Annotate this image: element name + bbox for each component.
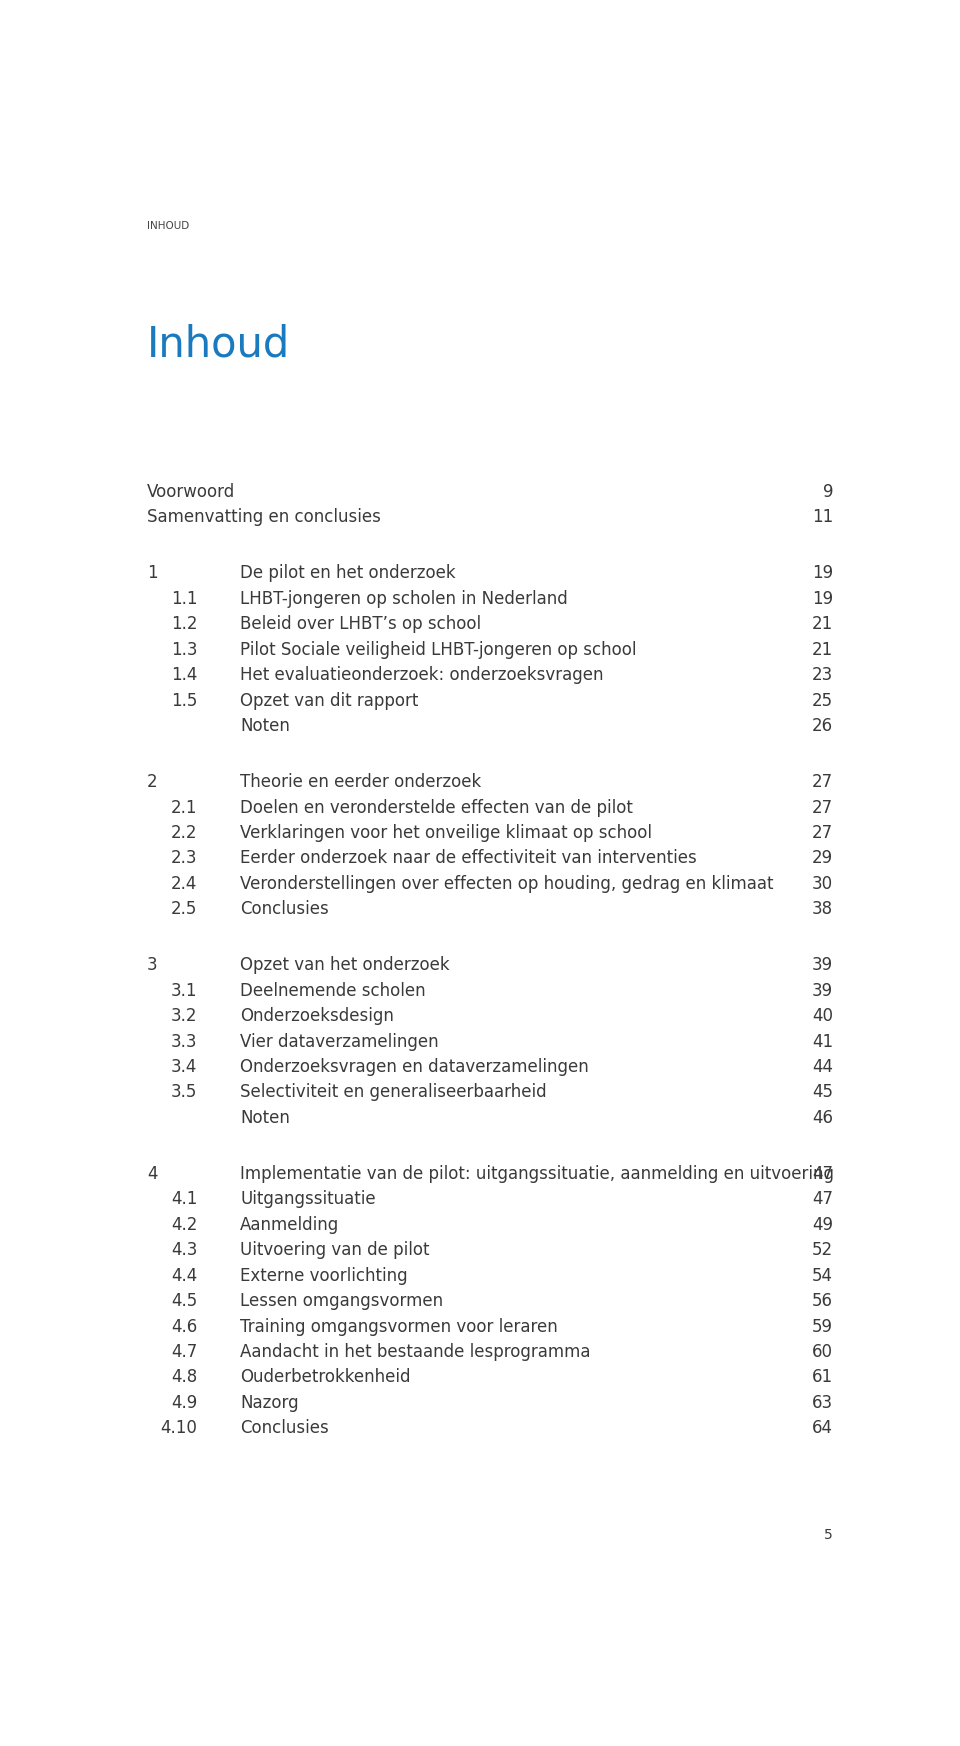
Text: 4.2: 4.2 — [171, 1215, 198, 1234]
Text: Opzet van dit rapport: Opzet van dit rapport — [240, 691, 419, 709]
Text: 39: 39 — [812, 957, 833, 974]
Text: 21: 21 — [812, 615, 833, 634]
Text: 39: 39 — [812, 981, 833, 1000]
Text: 56: 56 — [812, 1292, 833, 1310]
Text: 1: 1 — [147, 564, 157, 583]
Text: 3: 3 — [147, 957, 157, 974]
Text: 2.5: 2.5 — [171, 901, 198, 918]
Text: 25: 25 — [812, 691, 833, 709]
Text: Ouderbetrokkenheid: Ouderbetrokkenheid — [240, 1369, 411, 1386]
Text: 2.1: 2.1 — [171, 798, 198, 817]
Text: Lessen omgangsvormen: Lessen omgangsvormen — [240, 1292, 444, 1310]
Text: Voorwoord: Voorwoord — [147, 484, 235, 501]
Text: 29: 29 — [812, 849, 833, 868]
Text: Onderzoeksvragen en dataverzamelingen: Onderzoeksvragen en dataverzamelingen — [240, 1058, 588, 1076]
Text: Conclusies: Conclusies — [240, 901, 329, 918]
Text: Samenvatting en conclusies: Samenvatting en conclusies — [147, 508, 381, 526]
Text: 19: 19 — [812, 590, 833, 608]
Text: 45: 45 — [812, 1084, 833, 1102]
Text: Noten: Noten — [240, 718, 290, 735]
Text: Implementatie van de pilot: uitgangssituatie, aanmelding en uitvoering: Implementatie van de pilot: uitgangssitu… — [240, 1165, 834, 1184]
Text: Externe voorlichting: Externe voorlichting — [240, 1268, 408, 1285]
Text: 4.1: 4.1 — [171, 1191, 198, 1208]
Text: 3.1: 3.1 — [171, 981, 198, 1000]
Text: Eerder onderzoek naar de effectiviteit van interventies: Eerder onderzoek naar de effectiviteit v… — [240, 849, 697, 868]
Text: Onderzoeksdesign: Onderzoeksdesign — [240, 1007, 394, 1025]
Text: 63: 63 — [812, 1393, 833, 1413]
Text: Theorie en eerder onderzoek: Theorie en eerder onderzoek — [240, 773, 481, 791]
Text: 44: 44 — [812, 1058, 833, 1076]
Text: Training omgangsvormen voor leraren: Training omgangsvormen voor leraren — [240, 1318, 558, 1336]
Text: 4.4: 4.4 — [171, 1268, 198, 1285]
Text: 54: 54 — [812, 1268, 833, 1285]
Text: 27: 27 — [812, 824, 833, 842]
Text: 1.3: 1.3 — [171, 641, 198, 658]
Text: LHBT-jongeren op scholen in Nederland: LHBT-jongeren op scholen in Nederland — [240, 590, 568, 608]
Text: 49: 49 — [812, 1215, 833, 1234]
Text: Veronderstellingen over effecten op houding, gedrag en klimaat: Veronderstellingen over effecten op houd… — [240, 875, 774, 892]
Text: Aandacht in het bestaande lesprogramma: Aandacht in het bestaande lesprogramma — [240, 1343, 590, 1360]
Text: INHOUD: INHOUD — [147, 222, 189, 230]
Text: 2.4: 2.4 — [171, 875, 198, 892]
Text: De pilot en het onderzoek: De pilot en het onderzoek — [240, 564, 456, 583]
Text: 40: 40 — [812, 1007, 833, 1025]
Text: 5: 5 — [825, 1528, 833, 1542]
Text: Opzet van het onderzoek: Opzet van het onderzoek — [240, 957, 449, 974]
Text: 26: 26 — [812, 718, 833, 735]
Text: 4.10: 4.10 — [160, 1419, 198, 1437]
Text: Deelnemende scholen: Deelnemende scholen — [240, 981, 425, 1000]
Text: 27: 27 — [812, 798, 833, 817]
Text: 3.3: 3.3 — [171, 1032, 198, 1051]
Text: 46: 46 — [812, 1109, 833, 1126]
Text: 23: 23 — [812, 667, 833, 684]
Text: 2: 2 — [147, 773, 157, 791]
Text: Uitvoering van de pilot: Uitvoering van de pilot — [240, 1241, 430, 1259]
Text: 4.5: 4.5 — [171, 1292, 198, 1310]
Text: 41: 41 — [812, 1032, 833, 1051]
Text: Nazorg: Nazorg — [240, 1393, 299, 1413]
Text: Conclusies: Conclusies — [240, 1419, 329, 1437]
Text: 60: 60 — [812, 1343, 833, 1360]
Text: 4.6: 4.6 — [171, 1318, 198, 1336]
Text: 9: 9 — [823, 484, 833, 501]
Text: 2.2: 2.2 — [171, 824, 198, 842]
Text: Verklaringen voor het onveilige klimaat op school: Verklaringen voor het onveilige klimaat … — [240, 824, 652, 842]
Text: 47: 47 — [812, 1191, 833, 1208]
Text: 1.1: 1.1 — [171, 590, 198, 608]
Text: Het evaluatieonderzoek: onderzoeksvragen: Het evaluatieonderzoek: onderzoeksvragen — [240, 667, 604, 684]
Text: 1.2: 1.2 — [171, 615, 198, 634]
Text: 11: 11 — [812, 508, 833, 526]
Text: Pilot Sociale veiligheid LHBT-jongeren op school: Pilot Sociale veiligheid LHBT-jongeren o… — [240, 641, 636, 658]
Text: Noten: Noten — [240, 1109, 290, 1126]
Text: 59: 59 — [812, 1318, 833, 1336]
Text: 4.8: 4.8 — [171, 1369, 198, 1386]
Text: Uitgangssituatie: Uitgangssituatie — [240, 1191, 375, 1208]
Text: 27: 27 — [812, 773, 833, 791]
Text: 3.5: 3.5 — [171, 1084, 198, 1102]
Text: 52: 52 — [812, 1241, 833, 1259]
Text: 47: 47 — [812, 1165, 833, 1184]
Text: Selectiviteit en generaliseerbaarheid: Selectiviteit en generaliseerbaarheid — [240, 1084, 547, 1102]
Text: 61: 61 — [812, 1369, 833, 1386]
Text: 4: 4 — [147, 1165, 157, 1184]
Text: 3.2: 3.2 — [171, 1007, 198, 1025]
Text: 64: 64 — [812, 1419, 833, 1437]
Text: 4.3: 4.3 — [171, 1241, 198, 1259]
Text: Aanmelding: Aanmelding — [240, 1215, 340, 1234]
Text: Inhoud: Inhoud — [147, 323, 290, 365]
Text: 19: 19 — [812, 564, 833, 583]
Text: 3.4: 3.4 — [171, 1058, 198, 1076]
Text: 4.7: 4.7 — [171, 1343, 198, 1360]
Text: Doelen en veronderstelde effecten van de pilot: Doelen en veronderstelde effecten van de… — [240, 798, 633, 817]
Text: 21: 21 — [812, 641, 833, 658]
Text: Beleid over LHBT’s op school: Beleid over LHBT’s op school — [240, 615, 481, 634]
Text: 38: 38 — [812, 901, 833, 918]
Text: 1.4: 1.4 — [171, 667, 198, 684]
Text: 2.3: 2.3 — [171, 849, 198, 868]
Text: Vier dataverzamelingen: Vier dataverzamelingen — [240, 1032, 439, 1051]
Text: 30: 30 — [812, 875, 833, 892]
Text: 4.9: 4.9 — [171, 1393, 198, 1413]
Text: 1.5: 1.5 — [171, 691, 198, 709]
